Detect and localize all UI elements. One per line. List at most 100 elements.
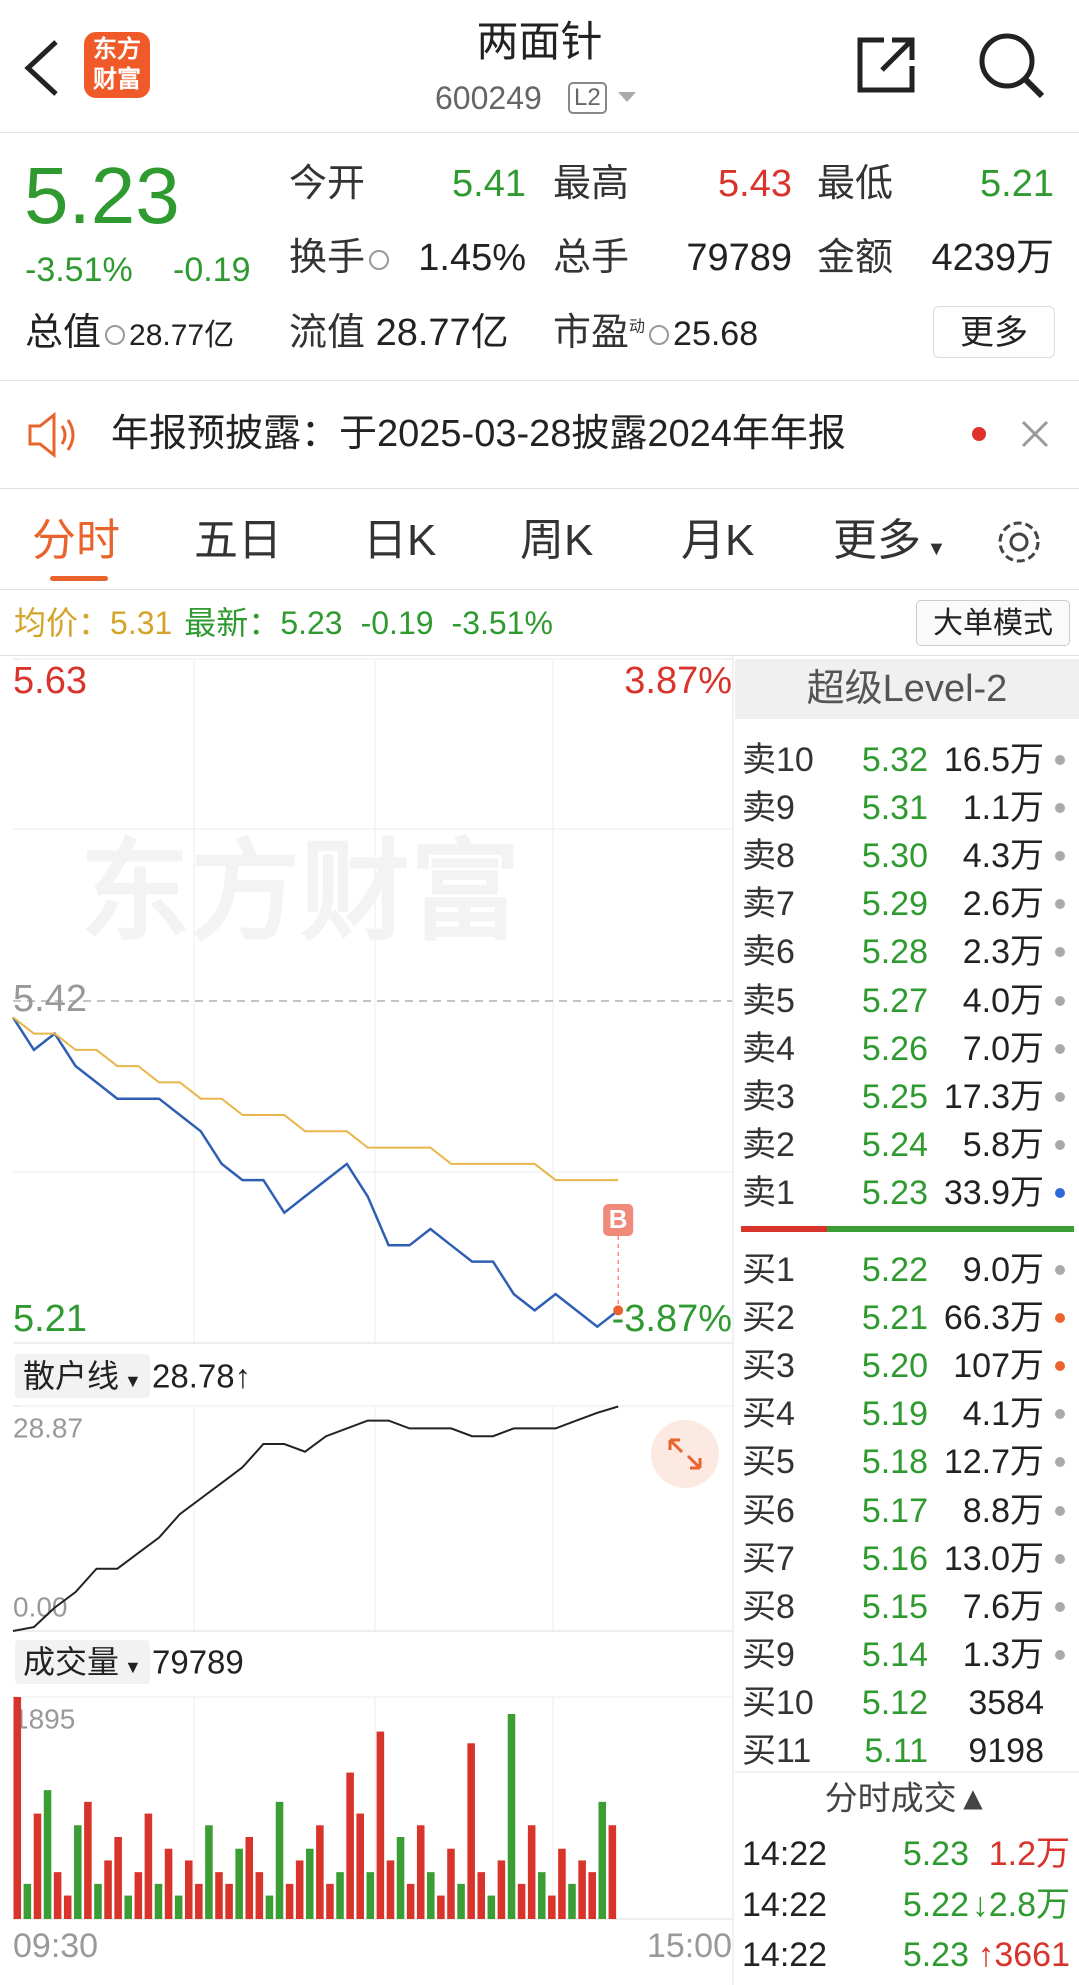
tab[interactable]: 五日	[194, 516, 282, 565]
book-dot	[1055, 1187, 1065, 1198]
change: -0.19	[173, 251, 251, 289]
close-button[interactable]	[1020, 419, 1050, 449]
info-line: 均价：5.31 最新：5.23 -0.19 -3.51%	[14, 607, 553, 639]
volume-bar	[215, 1872, 223, 1919]
volume-bar	[295, 1860, 304, 1919]
chart-current-value: 79789	[152, 1643, 244, 1681]
latest-label: 最新：	[184, 605, 281, 641]
expand-icon	[668, 1438, 702, 1470]
volume-bar	[416, 1825, 425, 1919]
back-button[interactable]	[20, 38, 64, 98]
stat-value: 25.68	[673, 315, 759, 353]
book-volume: 33.9万	[943, 1173, 1044, 1212]
chart-selector[interactable]: 散户线 ▼	[15, 1354, 150, 1398]
volume-bar	[497, 1860, 506, 1919]
change-pct: -3.51%	[25, 251, 133, 289]
stat-label: 最低	[817, 163, 894, 205]
notice-text[interactable]: 年报预披露：于2025-03-28披露2024年年报	[111, 413, 846, 455]
volume-bar	[537, 1872, 546, 1919]
stat-label: 换手	[289, 239, 393, 277]
trade-time: 14:22	[742, 1936, 828, 1974]
volume-bar	[63, 1895, 72, 1919]
book-dot	[1055, 1457, 1065, 1468]
book-level: 卖9	[742, 789, 795, 828]
stat-label: 总手	[553, 237, 630, 279]
logo[interactable]: 东方 财富	[84, 32, 150, 98]
volume-bar	[467, 1743, 475, 1919]
chart-title: 散户线	[23, 1358, 120, 1394]
volume-bar	[608, 1825, 617, 1919]
stat-value: 5.43	[718, 163, 792, 205]
volume-bar	[447, 1848, 455, 1919]
tab[interactable]: 周K	[520, 516, 594, 565]
volume-bar	[114, 1836, 122, 1919]
trade-price: 5.22	[902, 1885, 969, 1924]
divider	[0, 488, 1079, 489]
book-volume: 17.3万	[943, 1077, 1044, 1116]
big-order-button[interactable]: 大单模式	[916, 600, 1070, 646]
volume-bar	[437, 1895, 445, 1919]
book-price: 5.21	[861, 1299, 928, 1338]
stock-code: 600249	[435, 80, 542, 116]
volume-bar	[386, 1860, 395, 1919]
book-volume: 7.0万	[962, 1029, 1044, 1068]
stat-label: 市盈动 25.68	[553, 314, 758, 352]
volume-bar	[144, 1813, 153, 1919]
book-dot	[1055, 1139, 1065, 1150]
book-volume: 4.0万	[962, 981, 1044, 1020]
book-dot	[1055, 1553, 1065, 1564]
avg-price: 5.31	[110, 605, 173, 641]
stat-label: 流值	[289, 312, 366, 354]
book-dot	[1055, 1265, 1065, 1275]
stat-value: 5.41	[452, 163, 526, 205]
divider	[0, 589, 1079, 590]
volume-bar	[487, 1895, 496, 1919]
logo-text: 东方	[93, 36, 141, 63]
volume-bar	[195, 1883, 203, 1919]
book-price: 5.32	[861, 741, 928, 779]
book-dot	[1055, 851, 1065, 862]
settings-button[interactable]	[994, 517, 1044, 567]
trades-title[interactable]: 分时成交▲	[824, 1779, 990, 1817]
book-level: 卖10	[742, 741, 814, 779]
expand-button[interactable]	[651, 1420, 719, 1488]
price-line	[12, 1405, 619, 1632]
volume-bar	[245, 1836, 254, 1919]
book-dot	[1055, 1649, 1065, 1660]
volume-bar	[225, 1883, 233, 1919]
dropdown[interactable]	[616, 90, 638, 104]
volume-bar	[43, 1790, 52, 1919]
search-button[interactable]	[976, 30, 1046, 100]
book-volume: 12.7万	[943, 1443, 1044, 1482]
marker-badge	[603, 1204, 634, 1236]
share-button[interactable]	[856, 34, 918, 96]
book-level: 买9	[742, 1635, 795, 1674]
stat-value: 28.77亿	[129, 319, 235, 352]
stock-name: 两面针	[476, 18, 603, 65]
book-dot	[1055, 1043, 1065, 1054]
book-price: 5.23	[861, 1173, 928, 1212]
book-price: 5.28	[861, 933, 928, 972]
chart-current-value: 28.78↑	[152, 1357, 252, 1395]
book-volume: 13.0万	[943, 1539, 1044, 1578]
y-tick-label: 5.21	[13, 1298, 87, 1340]
book-level: 卖3	[742, 1077, 795, 1116]
more-button[interactable]: 更多	[933, 306, 1055, 358]
chart-selector[interactable]: 成交量 ▼	[15, 1640, 150, 1684]
level-badge[interactable]: L2	[568, 82, 607, 114]
x-tick-label: 09:30	[13, 1927, 98, 1965]
tab[interactable]: 日K	[363, 516, 437, 565]
tab[interactable]: 月K	[681, 516, 755, 565]
trade-time: 14:22	[742, 1885, 828, 1924]
tab[interactable]: 分时	[32, 516, 120, 565]
stat-label: 最高	[553, 163, 630, 205]
watermark: 东方财富	[80, 831, 520, 954]
volume-bar	[174, 1895, 183, 1919]
trade-price: 5.23	[902, 1835, 969, 1873]
volume-bar	[124, 1895, 133, 1919]
volume-bar	[316, 1825, 324, 1919]
book-dot	[1055, 1091, 1065, 1102]
book-price: 5.16	[861, 1539, 928, 1578]
book-level: 卖8	[742, 837, 795, 876]
tab[interactable]: 更多 ▼	[833, 516, 947, 565]
